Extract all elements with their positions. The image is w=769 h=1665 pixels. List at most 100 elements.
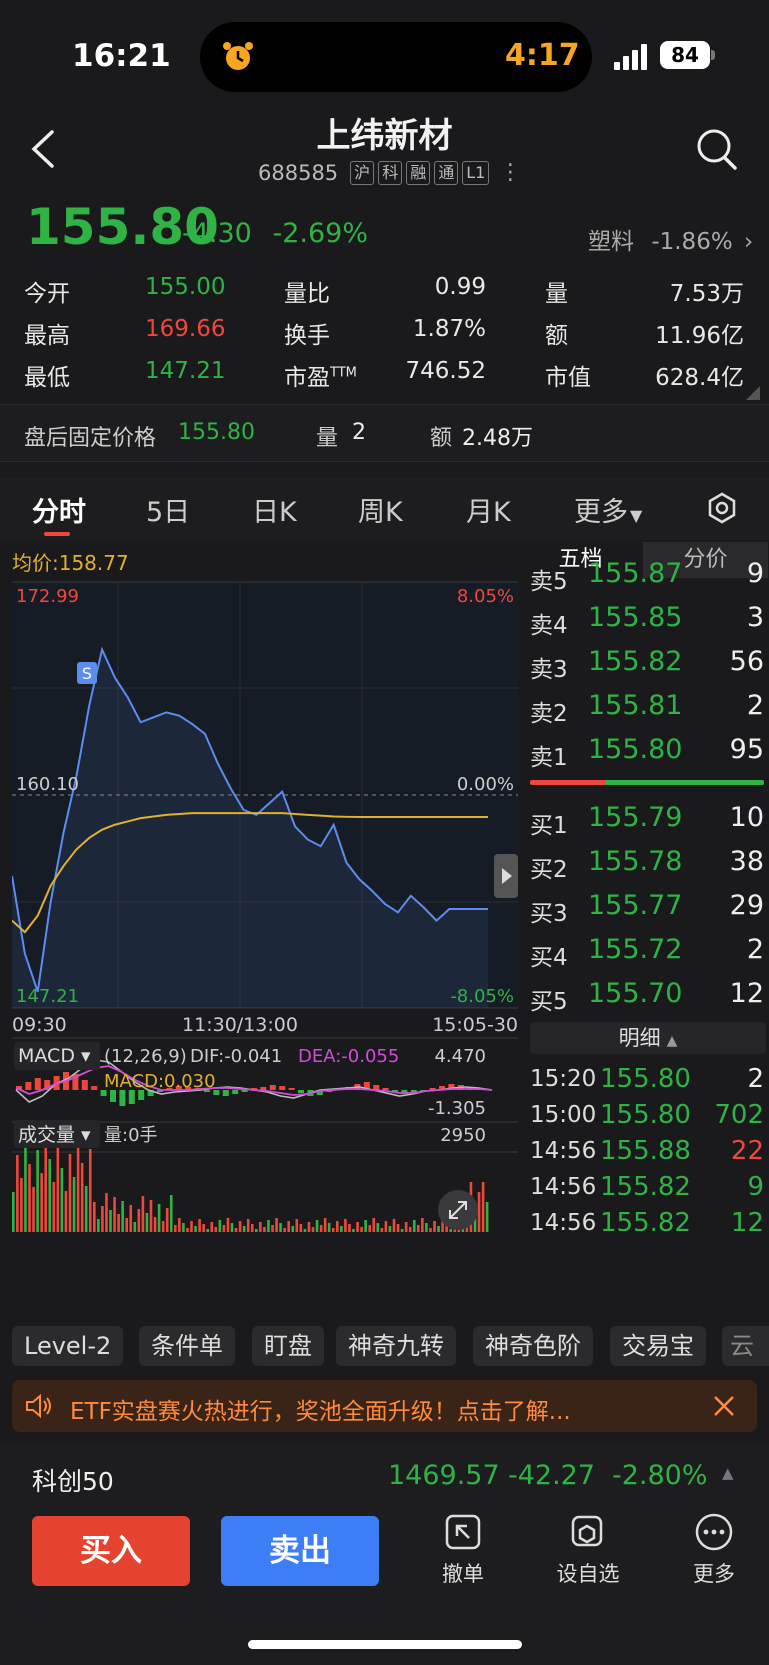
stock-code: 688585 bbox=[258, 160, 339, 185]
volume-bar bbox=[210, 1222, 214, 1232]
tool-watch[interactable]: 盯盘 bbox=[252, 1326, 324, 1366]
ask-bid-ratio-green bbox=[606, 780, 764, 785]
sell-button[interactable]: 卖出 bbox=[221, 1516, 379, 1586]
expand-corner-icon[interactable] bbox=[746, 386, 760, 400]
ask-bid-ratio-red bbox=[530, 780, 606, 785]
volume-bar bbox=[153, 1217, 157, 1232]
promo-banner[interactable]: ETF实盘赛火热进行，奖池全面升级！点击了解... bbox=[12, 1380, 757, 1432]
more-dots-icon[interactable]: ⋮ bbox=[499, 160, 522, 185]
macd-bar bbox=[251, 1088, 257, 1090]
after-hours-label: 盘后固定价格 bbox=[24, 426, 157, 451]
index-percent: -2.80% bbox=[612, 1460, 708, 1491]
buy-button[interactable]: 买入 bbox=[32, 1516, 190, 1586]
volume-bar bbox=[485, 1202, 489, 1232]
volume-bar bbox=[477, 1192, 481, 1232]
ask-row-2[interactable]: 卖2 155.81 2 bbox=[530, 690, 764, 727]
mcap-label: 市值 bbox=[545, 365, 591, 391]
volume-bar bbox=[68, 1154, 72, 1232]
volume-bar bbox=[396, 1224, 400, 1232]
pe-label: 市盈TTM bbox=[284, 365, 357, 391]
index-ticker-bar[interactable]: 科创50 1469.57 -42.27 -2.80% ▲ bbox=[0, 1444, 769, 1514]
caret-up-icon[interactable]: ▲ bbox=[722, 1464, 734, 1482]
ask-row-1[interactable]: 卖1 155.80 95 bbox=[530, 734, 764, 771]
tool-trade-treasure[interactable]: 交易宝 bbox=[610, 1326, 706, 1366]
macd-bar bbox=[241, 1090, 248, 1092]
more-button[interactable]: 更多 bbox=[669, 1512, 759, 1588]
intraday-chart[interactable]: 均价:158.77 172.99 8.05% 160.10 0.00% 147.… bbox=[11, 542, 518, 1332]
macd-bar bbox=[279, 1086, 286, 1090]
detail-toggle[interactable]: 明细 ▲ bbox=[530, 1022, 766, 1054]
volume-bar bbox=[16, 1155, 19, 1232]
tab-5day[interactable]: 5日 bbox=[146, 497, 191, 528]
volume-indicator-select[interactable]: 成交量 ▾ bbox=[18, 1124, 91, 1146]
volume-bar bbox=[186, 1228, 189, 1232]
tab-weekly[interactable]: 周K bbox=[358, 497, 403, 528]
tool-cloud[interactable]: 云 bbox=[722, 1326, 769, 1366]
tool-magic-color[interactable]: 神奇色阶 bbox=[473, 1326, 593, 1366]
tool-magic-nine[interactable]: 神奇九转 bbox=[336, 1326, 456, 1366]
side-expand-handle[interactable] bbox=[494, 854, 518, 898]
tab-more[interactable]: 更多 ▼ bbox=[574, 497, 643, 528]
add-watchlist-button[interactable]: 设自选 bbox=[543, 1512, 633, 1588]
back-icon[interactable] bbox=[28, 128, 58, 170]
volume-bar bbox=[263, 1227, 266, 1232]
macd-bar bbox=[185, 1087, 192, 1090]
macd-bottom: -1.305 bbox=[428, 1098, 486, 1119]
volume-bar bbox=[315, 1220, 319, 1232]
ask-row-5[interactable]: 卖5 155.87 9 bbox=[530, 558, 764, 595]
volume-bar bbox=[275, 1218, 278, 1232]
chevron-right-icon: › bbox=[744, 229, 754, 255]
volume-bar bbox=[109, 1210, 112, 1232]
ask-row-4[interactable]: 卖4 155.85 3 bbox=[530, 602, 764, 639]
tab-price-distribution[interactable]: 分价 bbox=[643, 542, 768, 578]
index-change: -42.27 bbox=[508, 1460, 596, 1491]
sell-marker[interactable]: S bbox=[77, 662, 97, 684]
svg-text:S: S bbox=[82, 664, 92, 683]
volume-bar bbox=[190, 1221, 193, 1232]
add-watchlist-icon bbox=[571, 1515, 603, 1547]
fullscreen-icon[interactable] bbox=[438, 1190, 478, 1230]
tool-conditional-order[interactable]: 条件单 bbox=[139, 1326, 235, 1366]
pct-top-label: 8.05% bbox=[457, 586, 514, 607]
macd-bar bbox=[100, 1090, 107, 1096]
volume-bar bbox=[295, 1219, 299, 1232]
volume-label: 量 bbox=[545, 281, 568, 307]
volume-bar bbox=[348, 1224, 351, 1232]
settings-icon[interactable] bbox=[706, 492, 738, 524]
volume-bar bbox=[400, 1229, 404, 1232]
bid-row-4[interactable]: 买4 155.72 2 bbox=[530, 934, 764, 971]
tab-daily[interactable]: 日K bbox=[252, 497, 297, 528]
macd-bar bbox=[138, 1090, 145, 1100]
tab-intraday[interactable]: 分时 bbox=[32, 497, 86, 528]
macd-bar bbox=[373, 1085, 380, 1090]
volume-bar bbox=[133, 1222, 137, 1232]
macd-bar bbox=[448, 1084, 455, 1090]
bid-row-1[interactable]: 买1 155.79 10 bbox=[530, 802, 764, 839]
macd-bar bbox=[204, 1090, 210, 1092]
close-icon[interactable] bbox=[712, 1394, 736, 1418]
volume-bar bbox=[307, 1222, 311, 1232]
caret-up-icon: ▲ bbox=[666, 1033, 678, 1049]
tab-five-levels[interactable]: 五档 bbox=[518, 542, 643, 578]
volume-bar bbox=[64, 1191, 68, 1232]
sector-link[interactable]: 塑料 -1.86% › bbox=[588, 222, 753, 256]
macd-bar bbox=[316, 1090, 323, 1095]
cancel-order-button[interactable]: 撤单 bbox=[418, 1512, 508, 1588]
macd-indicator-select[interactable]: MACD ▾ bbox=[18, 1045, 91, 1067]
bid-row-3[interactable]: 买3 155.77 29 bbox=[530, 890, 764, 927]
bid-row-5[interactable]: 买5 155.70 12 bbox=[530, 978, 764, 1015]
tab-monthly[interactable]: 月K bbox=[466, 497, 511, 528]
volume-bar bbox=[230, 1223, 234, 1232]
volume-bar bbox=[352, 1229, 355, 1232]
caret-down-icon: ▼ bbox=[630, 506, 643, 525]
y-bottom-label: 147.21 bbox=[16, 986, 79, 1007]
bid-row-2[interactable]: 买2 155.78 38 bbox=[530, 846, 764, 883]
pct-mid-label: 0.00% bbox=[457, 774, 514, 795]
ask-row-3[interactable]: 卖3 155.82 56 bbox=[530, 646, 764, 683]
battery-tip bbox=[711, 50, 715, 60]
detail-row: 14:56 155.82 12 bbox=[530, 1208, 764, 1238]
macd-bar bbox=[363, 1082, 370, 1090]
volume-bar bbox=[242, 1226, 246, 1232]
search-icon[interactable] bbox=[696, 128, 738, 172]
tool-level2[interactable]: Level-2 bbox=[12, 1326, 124, 1366]
